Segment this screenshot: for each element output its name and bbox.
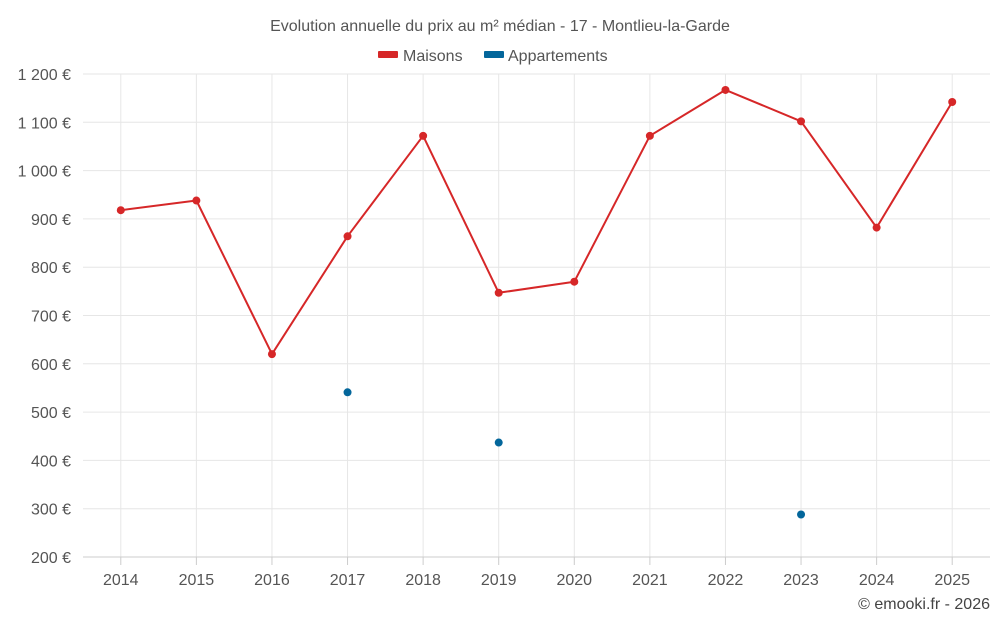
data-point-appartements[interactable] (494, 438, 503, 447)
x-tick-label: 2024 (859, 572, 895, 589)
data-point-maisons[interactable] (645, 131, 654, 140)
legend-swatch-maisons[interactable] (378, 51, 398, 58)
x-tick-label: 2015 (179, 572, 215, 589)
x-tick-label: 2023 (783, 572, 819, 589)
y-tick-label: 1 000 € (18, 164, 71, 181)
grid (83, 73, 990, 557)
y-tick-label: 500 € (31, 405, 71, 422)
data-point-maisons[interactable] (116, 206, 125, 215)
data-point-maisons[interactable] (267, 350, 276, 359)
legend-label-appartements[interactable]: Appartements (508, 48, 608, 65)
y-tick-label: 300 € (31, 502, 71, 519)
legend-swatch-appartements[interactable] (484, 51, 504, 58)
series (116, 85, 957, 519)
y-tick-label: 700 € (31, 309, 71, 326)
x-tick-label: 2017 (330, 572, 366, 589)
y-tick-label: 900 € (31, 212, 71, 229)
x-tick-label: 2019 (481, 572, 517, 589)
y-tick-label: 1 200 € (18, 67, 71, 84)
credit-text: © emooki.fr - 2026 (858, 596, 990, 613)
data-point-maisons[interactable] (419, 131, 428, 140)
y-tick-label: 200 € (31, 550, 71, 567)
x-tick-label: 2020 (556, 572, 592, 589)
series-appartements (343, 388, 806, 519)
axes: 200 € 300 € 400 € 500 € 600 € 700 € 800 € 900 €… (18, 67, 990, 589)
data-point-maisons[interactable] (343, 232, 352, 241)
x-tick-label: 2025 (934, 572, 970, 589)
legend-label-maisons[interactable]: Maisons (403, 48, 463, 65)
data-point-maisons[interactable] (948, 98, 957, 107)
x-tick-label: 2016 (254, 572, 290, 589)
data-point-appartements[interactable] (343, 388, 352, 397)
series-maisons (116, 85, 957, 359)
y-tick-label: 600 € (31, 357, 71, 374)
data-point-appartements[interactable] (797, 510, 806, 519)
x-tick-label: 2022 (708, 572, 744, 589)
chart-legend: Maisons Appartements (378, 48, 608, 65)
x-tick-label: 2018 (405, 572, 441, 589)
series-line-maisons (120, 88, 954, 356)
x-tick-label: 2021 (632, 572, 668, 589)
data-point-maisons[interactable] (192, 196, 201, 205)
y-tick-label: 1 100 € (18, 115, 71, 132)
data-point-maisons[interactable] (721, 85, 730, 94)
data-point-maisons[interactable] (797, 117, 806, 126)
y-tick-label: 400 € (31, 453, 71, 470)
x-tick-label: 2014 (103, 572, 139, 589)
data-point-maisons[interactable] (570, 277, 579, 286)
data-point-maisons[interactable] (872, 223, 881, 232)
y-tick-label: 800 € (31, 260, 71, 277)
chart-title: Evolution annuelle du prix au m² médian … (270, 18, 730, 35)
data-point-maisons[interactable] (494, 288, 503, 297)
